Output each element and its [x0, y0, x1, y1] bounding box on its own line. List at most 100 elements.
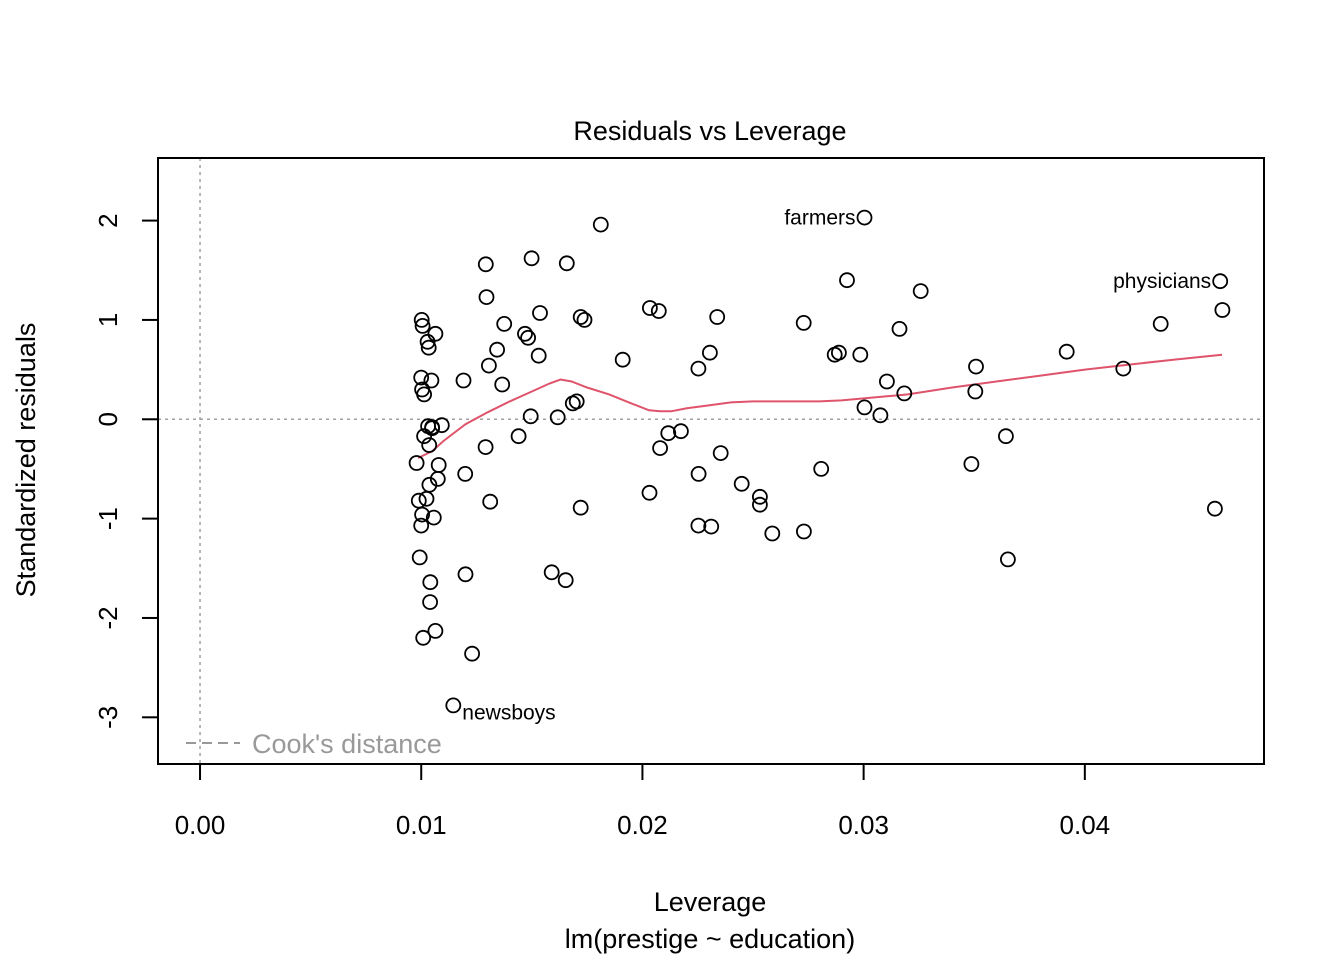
data-point: [455, 372, 472, 389]
x-tick-label: 0.00: [175, 810, 226, 840]
point-label-farmers: farmers: [784, 207, 855, 230]
data-point: [764, 525, 781, 542]
data-point: [408, 455, 425, 471]
data-point: [523, 250, 540, 267]
data-point: [549, 409, 566, 426]
chart-title: Residuals vs Leverage: [573, 116, 846, 146]
data-point: [478, 289, 495, 306]
data-point: [652, 440, 668, 457]
data-point: [1000, 551, 1016, 568]
y-tick-label: -1: [93, 507, 123, 530]
data-point: [413, 311, 430, 328]
x-axis-label: Leverage: [654, 887, 767, 917]
data-point: [712, 445, 729, 462]
y-axis-label: Standardized residuals: [11, 323, 41, 598]
data-point: [968, 358, 984, 375]
data-point: [896, 385, 913, 402]
data-point: [416, 428, 433, 445]
data-point: [425, 509, 442, 526]
x-tick-label: 0.04: [1060, 810, 1111, 840]
data-point: [530, 347, 547, 364]
point-label-newsboys: newsboys: [462, 701, 555, 724]
data-point: [532, 305, 548, 321]
data-point: [796, 523, 812, 540]
data-point: [517, 325, 533, 342]
data-point: [872, 407, 889, 424]
data-point: [641, 484, 658, 501]
data-point: [642, 300, 658, 316]
data-point: [660, 425, 677, 442]
x-axis: 0.00 0.01 0.02 0.03 0.04: [175, 763, 1111, 840]
data-points-group: [408, 209, 1231, 714]
data-point: [998, 428, 1014, 445]
data-point: [496, 315, 513, 332]
data-point: [420, 339, 437, 356]
data-point: [427, 325, 444, 342]
data-point: [464, 645, 481, 662]
data-point: [429, 470, 446, 487]
data-point: [477, 256, 494, 273]
data-point: [709, 309, 726, 325]
data-point: [912, 283, 929, 300]
data-point: [572, 499, 589, 516]
data-point: [413, 369, 430, 386]
data-point: [690, 465, 707, 482]
data-point: [445, 697, 462, 714]
data-point: [1058, 343, 1075, 360]
data-point: [963, 456, 980, 472]
data-point: [733, 475, 750, 492]
point-labels-group: farmers physicians newsboys: [462, 207, 1211, 725]
data-point: [967, 383, 984, 400]
data-point: [520, 329, 536, 346]
data-point: [702, 344, 718, 361]
data-point: [489, 341, 506, 358]
data-point: [411, 549, 428, 566]
data-point: [477, 439, 494, 456]
data-point: [572, 309, 589, 325]
data-point: [795, 314, 812, 331]
y-tick-label: 2: [93, 213, 123, 227]
data-point: [424, 420, 441, 437]
y-axis: -3 -2 -1 0 1 2: [93, 213, 159, 729]
data-point: [813, 460, 830, 477]
data-point: [1214, 302, 1231, 318]
data-point: [510, 428, 527, 445]
data-point: [543, 564, 560, 581]
x-axis-sublabel: lm(prestige ~ education): [565, 924, 855, 954]
data-point: [1207, 500, 1223, 517]
data-point: [673, 423, 689, 440]
data-point: [558, 255, 575, 272]
data-point: [703, 518, 720, 535]
y-tick-label: -2: [93, 606, 123, 629]
reference-lines: [158, 158, 1264, 764]
data-point: [879, 373, 895, 390]
data-point: [421, 437, 438, 454]
legend-label: Cook's distance: [252, 729, 442, 759]
data-point: [576, 311, 593, 328]
data-point: [416, 386, 433, 403]
data-point: [423, 372, 440, 389]
data-point: [522, 408, 539, 425]
legend: Cook's distance: [186, 729, 442, 759]
data-point: [457, 566, 474, 583]
data-point: [650, 303, 667, 319]
y-tick-label: 1: [93, 313, 123, 327]
data-point: [414, 506, 431, 523]
data-point: [480, 357, 497, 374]
data-point: [752, 488, 768, 505]
data-point: [482, 493, 499, 510]
data-point: [494, 376, 511, 393]
data-point: [839, 272, 855, 289]
data-point: [614, 351, 631, 368]
data-point: [891, 320, 908, 337]
data-point: [831, 344, 847, 361]
data-point: [690, 360, 707, 377]
point-label-physicians: physicians: [1113, 270, 1211, 293]
data-point: [852, 346, 869, 363]
data-point: [856, 399, 873, 416]
data-point: [418, 490, 435, 507]
data-point: [1152, 315, 1169, 332]
data-point: [422, 594, 439, 610]
y-tick-label: 0: [93, 412, 123, 426]
data-point: [568, 393, 585, 410]
